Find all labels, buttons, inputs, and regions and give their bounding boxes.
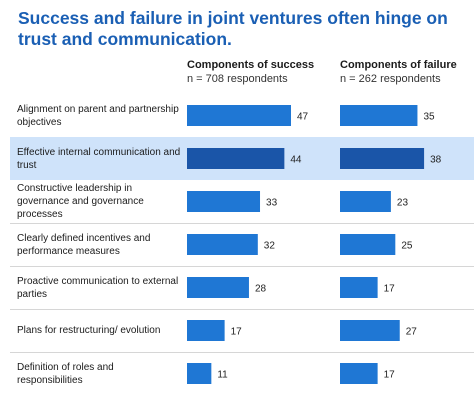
chart-title: Success and failure in joint ventures of… xyxy=(18,8,448,49)
failure-bar xyxy=(340,148,425,169)
success-column-header: Components of success n = 708 respondent… xyxy=(187,58,314,86)
success-bar xyxy=(187,191,261,212)
success-value-label: 47 xyxy=(297,112,309,123)
row-separator xyxy=(10,266,474,267)
failure-value-label: 25 xyxy=(401,241,413,252)
success-value-label: 28 xyxy=(255,284,267,295)
success-bar xyxy=(187,234,258,255)
failure-bar xyxy=(340,320,400,341)
failure-column-header: Components of failure n = 262 respondent… xyxy=(340,58,457,86)
success-value-label: 17 xyxy=(231,327,243,338)
category-label: Effective internal communication and tru… xyxy=(17,146,181,171)
success-value-label: 32 xyxy=(264,241,276,252)
failure-bar xyxy=(340,234,396,255)
success-value-label: 44 xyxy=(290,155,302,166)
failure-value-label: 27 xyxy=(406,327,418,338)
category-label: Proactive communication to external part… xyxy=(17,275,179,300)
failure-respondents: n = 262 respondents xyxy=(340,73,441,85)
failure-heading: Components of failure xyxy=(340,59,457,71)
success-heading: Components of success xyxy=(187,59,315,71)
success-bar xyxy=(187,363,212,384)
row-separator xyxy=(10,309,474,310)
failure-bar xyxy=(340,277,378,298)
failure-bar xyxy=(340,191,391,212)
row-separator xyxy=(10,352,474,353)
failure-value-label: 17 xyxy=(384,370,396,381)
failure-value-label: 35 xyxy=(423,112,435,123)
failure-value-label: 38 xyxy=(430,155,442,166)
category-label: Plans for restructuring/ evolution xyxy=(17,325,161,336)
success-bar xyxy=(187,148,285,169)
success-bar xyxy=(187,105,291,126)
row-separator xyxy=(10,223,474,224)
success-respondents: n = 708 respondents xyxy=(187,73,288,85)
success-value-label: 11 xyxy=(217,370,228,381)
category-label: Clearly defined incentives and performan… xyxy=(17,232,151,257)
success-bar xyxy=(187,277,249,298)
category-label: Alignment on parent and partnership obje… xyxy=(17,103,179,128)
failure-bar xyxy=(340,105,418,126)
failure-value-label: 17 xyxy=(384,284,396,295)
failure-bar xyxy=(340,363,378,384)
failure-value-label: 23 xyxy=(397,198,409,209)
success-bar xyxy=(187,320,225,341)
category-label: Constructive leadership in governance an… xyxy=(17,183,144,220)
category-label: Definition of roles and responsibilities xyxy=(17,361,114,386)
success-value-label: 33 xyxy=(266,198,278,209)
